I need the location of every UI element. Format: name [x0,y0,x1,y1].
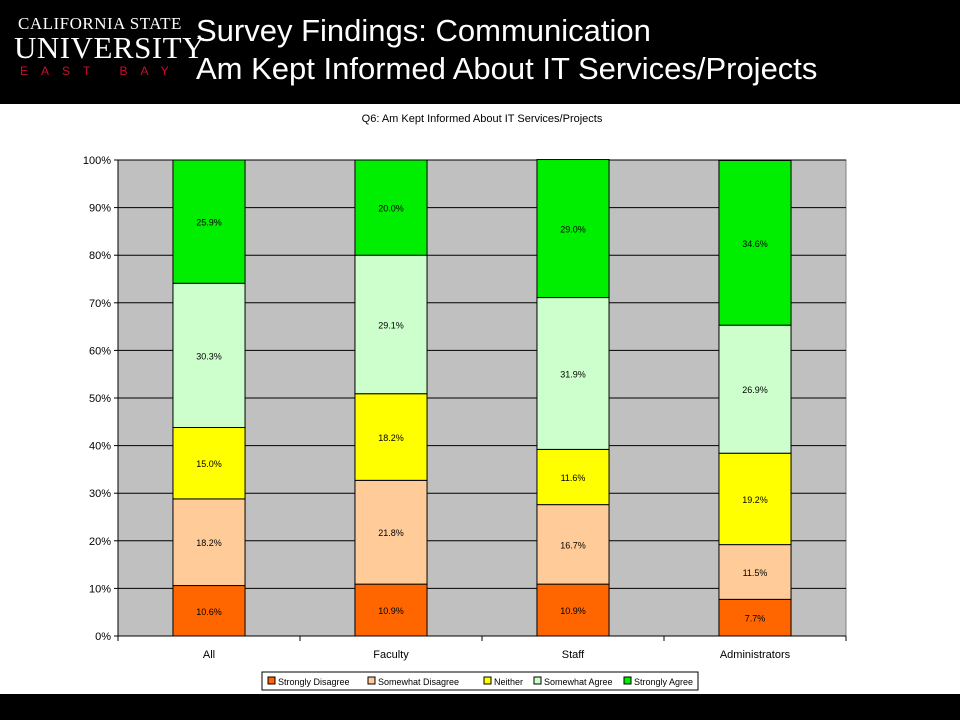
bar-segment [172,159,246,284]
legend-label: Strongly Disagree [278,677,350,687]
x-tick-label: Administrators [720,649,791,661]
data-label: 20.0% [378,204,404,214]
bar-segment [536,504,610,585]
y-tick-label: 10% [89,583,111,595]
bar-segment [172,427,246,500]
data-label: 26.9% [742,385,768,395]
data-label: 10.9% [378,606,404,616]
y-tick-label: 60% [89,345,111,357]
y-tick-label: 80% [89,250,111,262]
bar-segment [536,583,610,637]
bar-segment [536,159,610,299]
slide-title: Survey Findings: Communication Am Kept I… [196,12,817,88]
data-label: 31.9% [560,369,586,379]
data-label: 19.2% [742,495,768,505]
bar-segment [172,498,246,587]
logo-line-2: UNIVERSITY [14,30,205,65]
slide-footer [0,694,960,720]
legend-label: Somewhat Agree [544,677,613,687]
slide-title-line-1: Survey Findings: Communication [196,13,651,48]
y-tick-label: 70% [89,298,111,310]
legend-label: Neither [494,677,523,687]
y-tick-label: 0% [95,631,111,643]
bar-segment [718,159,792,326]
data-label: 34.6% [742,239,768,249]
data-label: 15.0% [196,459,222,469]
data-label: 11.5% [743,568,768,578]
bar-segment [718,544,792,600]
chart-title: Q6: Am Kept Informed About IT Services/P… [362,113,603,125]
bar-segment [718,598,792,637]
bar-segment [718,324,792,454]
slide-title-line-2: Am Kept Informed About IT Services/Proje… [196,51,818,86]
data-label: 25.9% [196,218,222,228]
bar-segment [354,393,428,481]
data-label: 18.2% [378,433,404,443]
legend-swatch [367,676,376,685]
y-tick-label: 90% [89,203,111,215]
bar-segment [354,159,428,256]
legend-label: Strongly Agree [634,677,693,687]
data-label: 16.7% [560,540,586,550]
bar-segment [354,479,428,585]
logo-line-1: CALIFORNIA STATE [18,14,182,33]
bar-segment [354,583,428,637]
legend-label: Somewhat Disagree [378,677,459,687]
bar-segment [172,282,246,429]
y-tick-label: 40% [89,441,111,453]
x-tick-label: Staff [562,649,585,661]
y-tick-label: 100% [83,155,111,167]
y-tick-label: 20% [89,536,111,548]
data-label: 21.8% [378,528,404,538]
university-logo: CALIFORNIA STATE UNIVERSITY EAST BAY [14,14,205,86]
bar-segment [536,448,610,506]
data-label: 10.6% [196,607,222,617]
stacked-bar-chart: Q6: Am Kept Informed About IT Services/P… [83,113,847,691]
data-label: 30.3% [196,351,222,361]
x-tick-label: Faculty [373,649,409,661]
y-tick-label: 50% [89,393,111,405]
bar-segment [718,452,792,546]
logo-line-3: EAST BAY [20,64,182,78]
x-tick-label: All [203,649,215,661]
data-label: 29.1% [378,320,404,330]
data-label: 11.6% [561,473,586,483]
y-tick-label: 30% [89,488,111,500]
legend-swatch [483,676,492,685]
bar-segment [354,254,428,395]
legend-swatch [533,676,542,685]
data-label: 7.7% [745,614,766,624]
data-label: 29.0% [560,225,586,235]
data-label: 18.2% [196,538,222,548]
slide-header: CALIFORNIA STATE UNIVERSITY EAST BAY Sur… [0,0,960,104]
data-label: 10.9% [560,606,586,616]
legend-swatch [267,676,276,685]
bar-segment [536,297,610,450]
legend-swatch [623,676,632,685]
